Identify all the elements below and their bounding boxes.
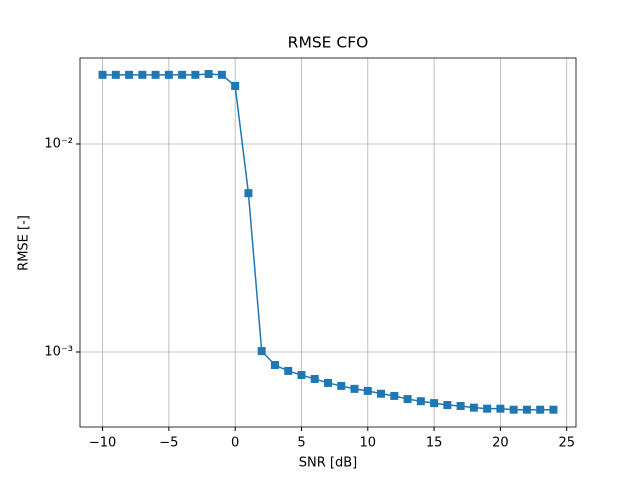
data-point (111, 70, 120, 79)
data-point (324, 378, 332, 387)
x-tick-label: 5 (297, 436, 305, 451)
y-tick-label: 10⁻³ (44, 345, 73, 360)
data-point (496, 404, 505, 413)
data-point (284, 366, 293, 375)
data-point (151, 70, 160, 79)
data-point (310, 374, 319, 383)
x-axis-label: SNR [dB] (299, 456, 357, 471)
data-point (350, 384, 359, 393)
data-point (297, 371, 306, 380)
x-tick-label: 15 (426, 436, 443, 451)
data-point (164, 70, 173, 79)
data-point (257, 347, 266, 356)
data-point (204, 69, 213, 78)
x-tick-label: 0 (231, 436, 239, 451)
data-point (416, 397, 425, 406)
plot-frame (79, 57, 577, 428)
y-axis-label: RMSE [-] (17, 215, 32, 271)
data-point (244, 189, 253, 198)
data-point (270, 361, 279, 370)
data-point (191, 70, 200, 79)
chart-title: RMSE CFO (288, 34, 369, 52)
y-tick-label: 10⁻² (44, 136, 73, 151)
data-point (469, 403, 478, 412)
x-tick-label: −10 (89, 436, 116, 451)
data-point (217, 70, 226, 79)
data-point (536, 405, 545, 414)
data-point (430, 399, 439, 408)
data-point (98, 70, 107, 79)
data-point (509, 405, 518, 414)
data-point (456, 402, 465, 411)
x-tick-label: 10 (360, 436, 377, 451)
x-tick-label: 20 (492, 436, 509, 451)
x-tick-label: −5 (159, 436, 178, 451)
data-point (522, 405, 531, 414)
data-point (549, 405, 558, 414)
data-point (443, 401, 452, 410)
data-point (390, 391, 399, 400)
data-point (363, 386, 372, 395)
data-point (125, 70, 134, 79)
data-point (138, 70, 147, 79)
data-point (377, 389, 386, 398)
data-point (337, 381, 346, 390)
data-point (403, 395, 412, 404)
data-point (483, 404, 492, 413)
data-point (231, 81, 240, 90)
x-tick-label: 25 (558, 436, 575, 451)
data-point (178, 70, 187, 79)
